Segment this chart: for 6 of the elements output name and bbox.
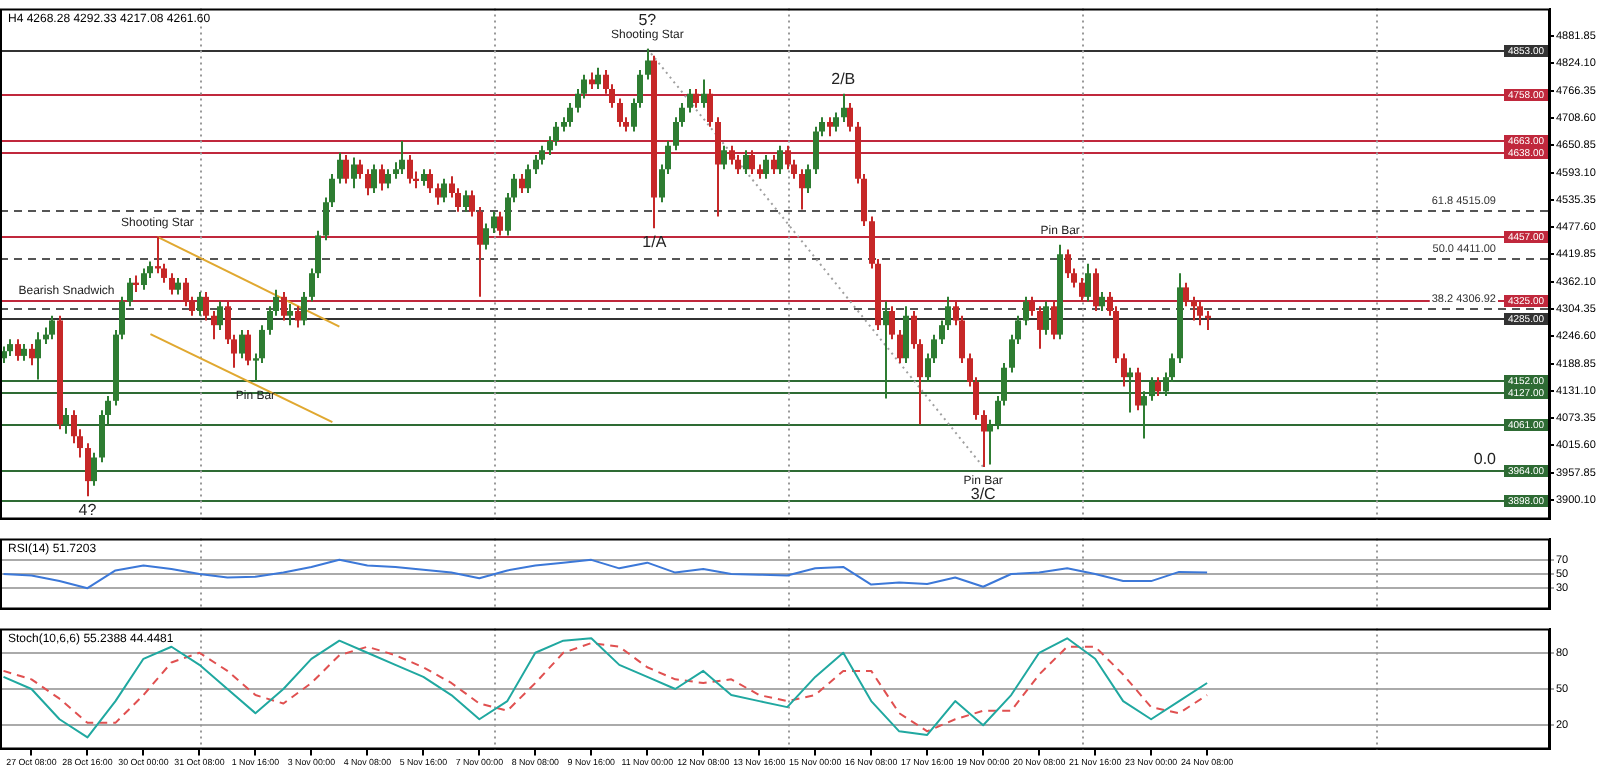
annotation: 5? xyxy=(638,11,658,30)
annotation: 1/A xyxy=(642,232,668,251)
annotation: 3/C xyxy=(970,485,997,504)
annotation: 4? xyxy=(78,500,98,519)
annotation: 0.0 xyxy=(1473,450,1498,469)
annotation: 2/B xyxy=(831,70,856,89)
